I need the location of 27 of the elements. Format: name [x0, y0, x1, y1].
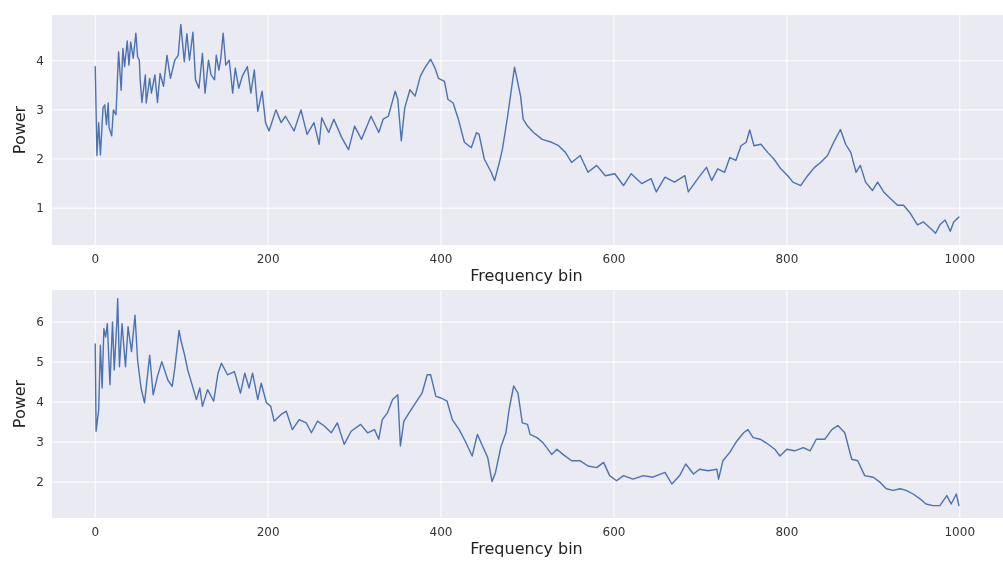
x-tick-label: 200	[256, 525, 280, 539]
line-series	[94, 298, 960, 507]
x-tick-label: 1000	[944, 525, 976, 539]
y-tick-label: 2	[36, 475, 44, 490]
y-tick-label: 4	[36, 395, 44, 410]
y-tick-label: 5	[36, 355, 44, 370]
y-tick-label: 2	[36, 152, 44, 167]
y-tick-label: 1	[36, 201, 44, 216]
y-axis-title: Power	[10, 379, 29, 429]
y-tick-label: 6	[36, 315, 44, 330]
x-tick-label: 800	[775, 252, 799, 266]
x-tick-label: 200	[256, 252, 280, 266]
x-tick-label: 600	[602, 252, 626, 266]
x-tick-label: 0	[91, 252, 100, 266]
x-axis-title: Frequency bin	[470, 266, 583, 285]
x-tick-label: 0	[91, 525, 100, 539]
x-tick-label: 800	[775, 525, 799, 539]
x-tick-label: 400	[429, 525, 453, 539]
line-series	[94, 23, 960, 234]
x-tick-label: 1000	[944, 252, 976, 266]
x-tick-label: 600	[602, 525, 626, 539]
y-tick-label: 3	[36, 103, 44, 118]
y-tick-label: 4	[36, 53, 44, 68]
y-axis-title: Power	[10, 105, 29, 155]
y-tick-label: 3	[36, 435, 44, 450]
x-tick-label: 400	[429, 252, 453, 266]
x-axis-title: Frequency bin	[470, 539, 583, 558]
